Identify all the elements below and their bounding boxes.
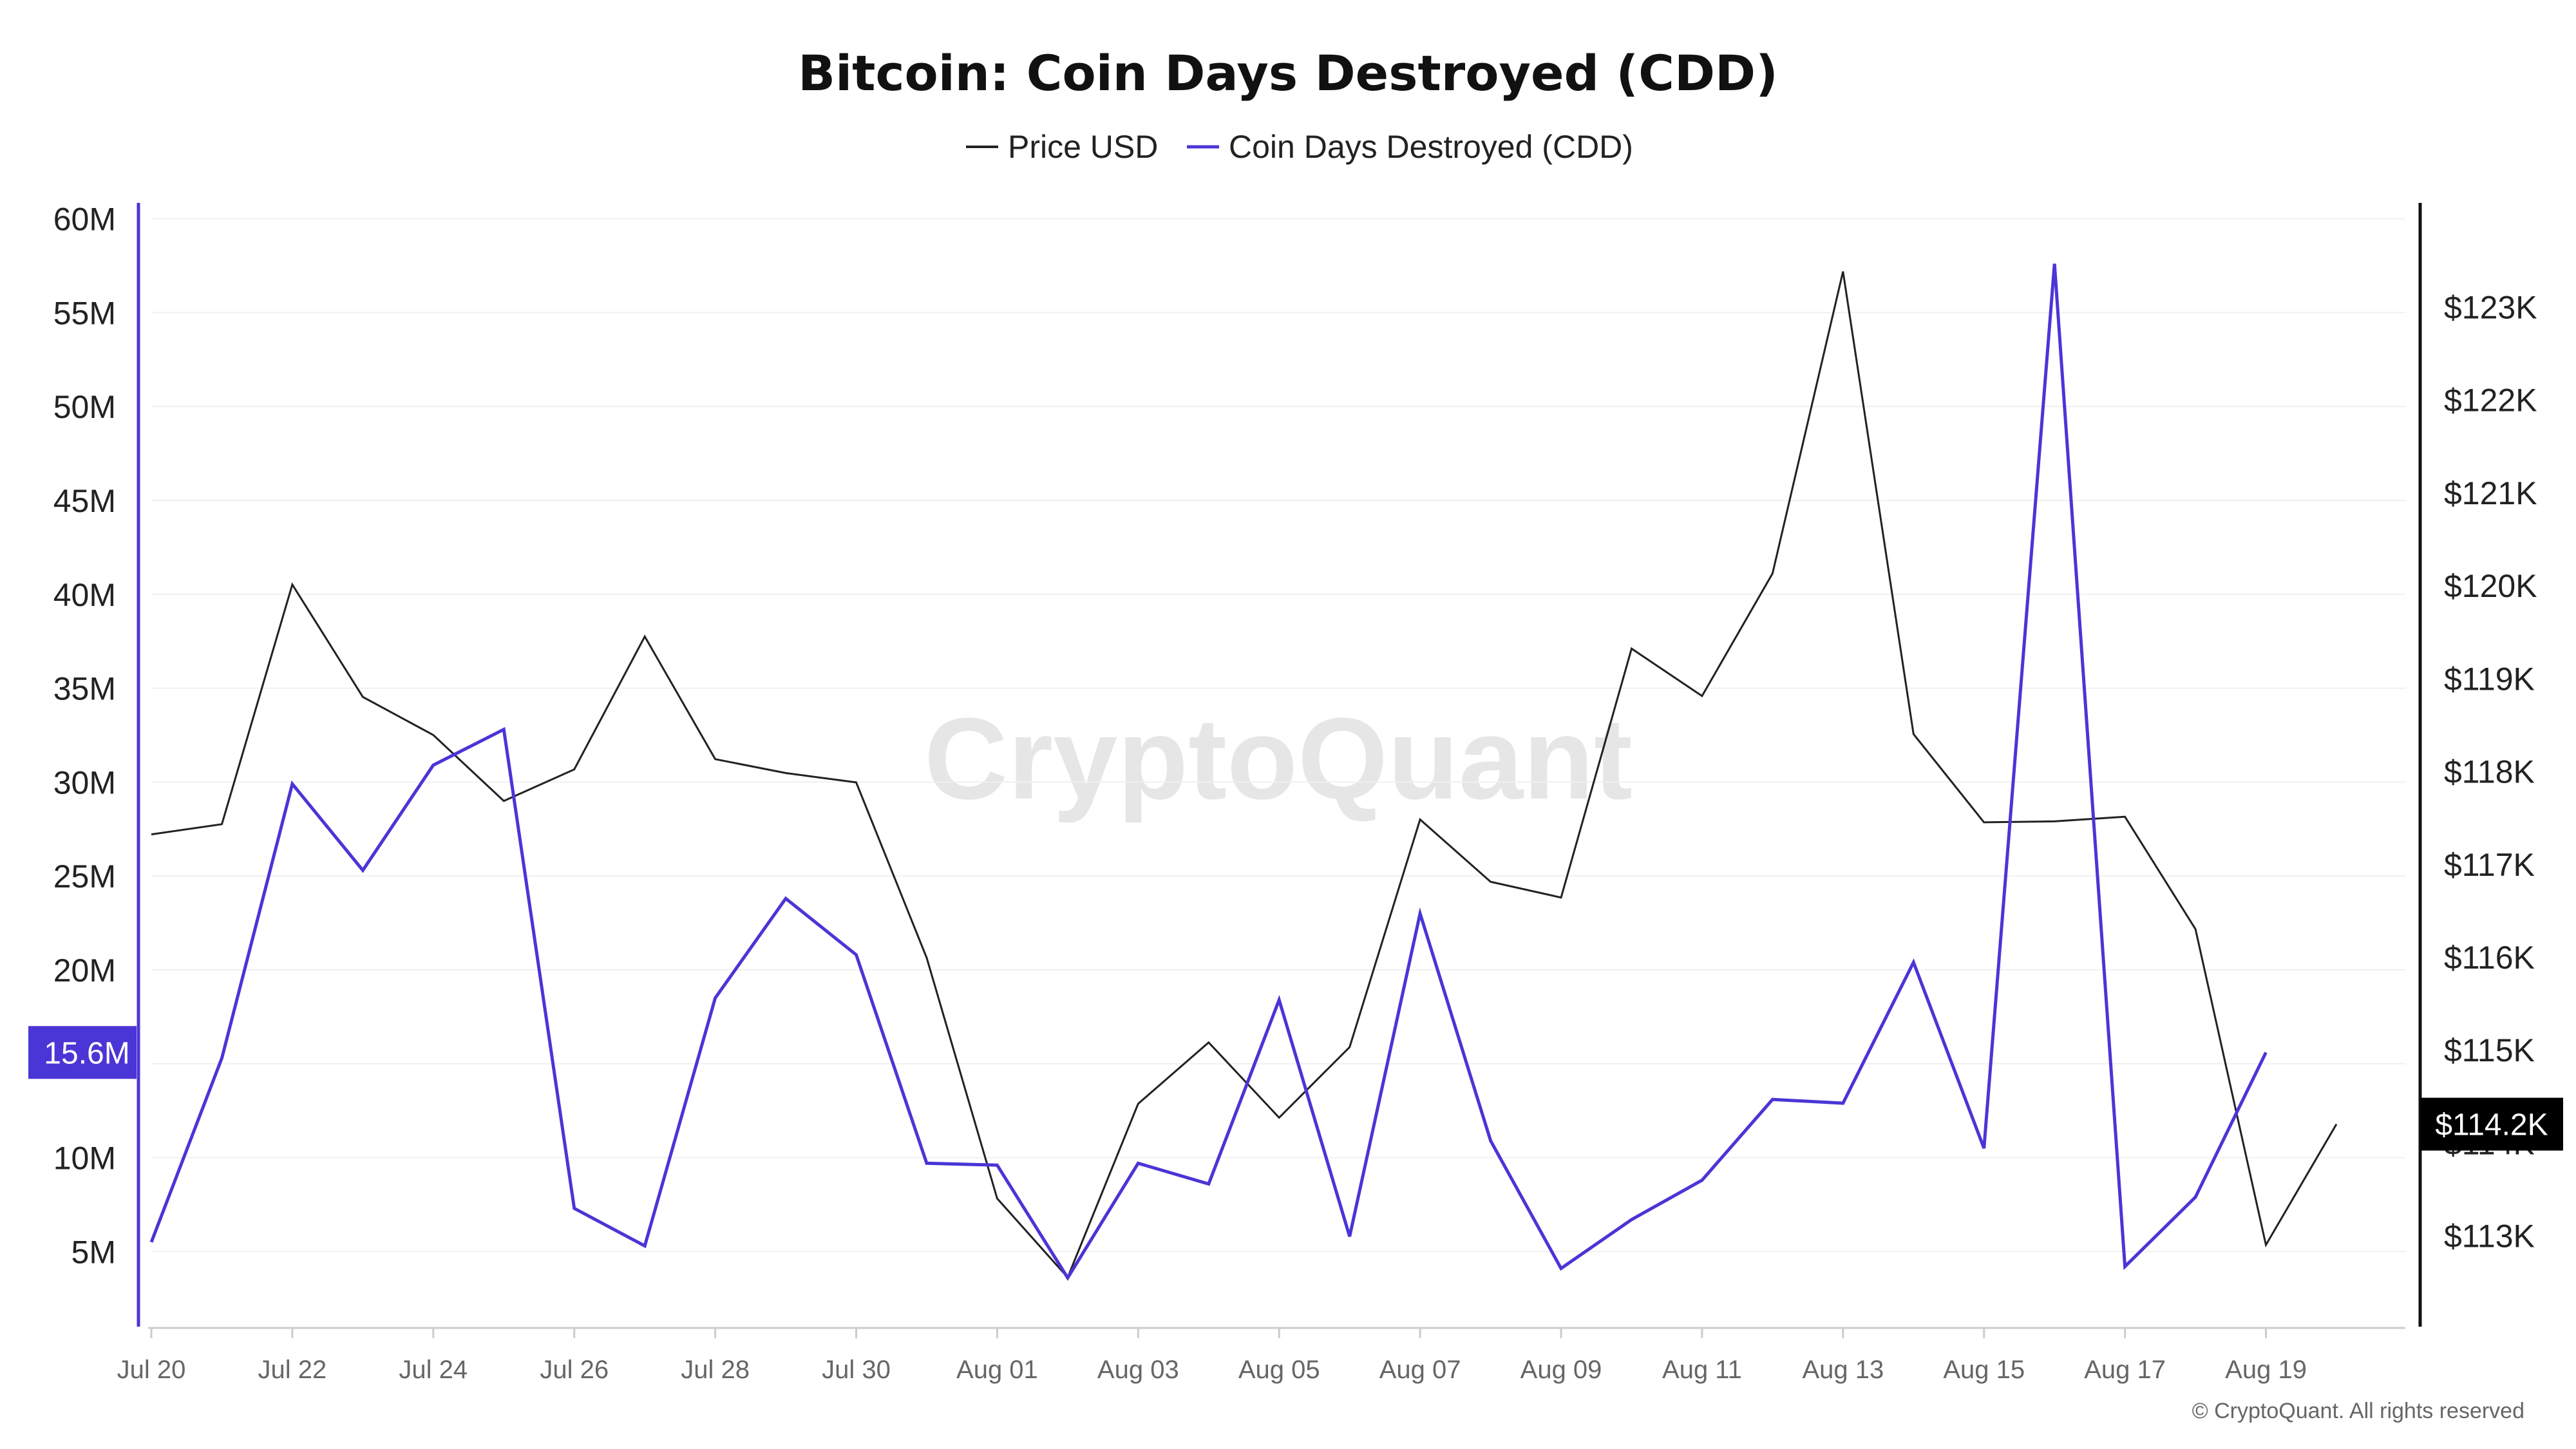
y-right-tick-label-4: $117K [2444,847,2535,883]
series-line-price [151,271,2338,1280]
y-left-tick-label-8: 45M [53,483,116,519]
y-left-tick-label-3: 20M [53,952,116,989]
legend-label-cdd: Coin Days Destroyed (CDD) [1229,129,1633,165]
series-lines [149,263,2338,1281]
x-tick-label-11: Aug 11 [1662,1356,1742,1384]
badge-left-value: 15.6M [44,1036,129,1070]
y-left-tick-label-6: 35M [53,671,116,707]
y-axis-left-ticks: 5M10M15M20M25M30M35M40M45M50M55M60M [53,202,116,1271]
y-left-tick-label-7: 40M [53,577,116,613]
x-tick-label-10: Aug 09 [1520,1356,1602,1384]
y-right-tick-label-0: $113K [2444,1218,2535,1255]
badge-left-bg [28,1026,137,1079]
y-left-tick-label-10: 55M [53,295,116,331]
badge-right-bg [2420,1097,2563,1151]
x-tick-label-15: Aug 19 [2225,1356,2307,1384]
x-tick-label-2: Jul 24 [399,1356,468,1384]
y-right-tick-label-7: $120K [2444,568,2537,604]
x-tick-label-8: Aug 05 [1238,1356,1320,1384]
y-axis-right-ticks: $113K$114K$115K$116K$117K$118K$119K$120K… [2444,289,2537,1254]
x-tick-label-6: Aug 01 [956,1356,1038,1384]
legend[interactable]: Price USD Coin Days Destroyed (CDD) [966,129,1633,165]
y-right-tick-label-5: $118K [2444,754,2535,790]
x-tick-label-3: Jul 26 [540,1356,609,1384]
x-tick-label-0: Jul 20 [117,1356,186,1384]
x-tick-label-9: Aug 07 [1379,1356,1461,1384]
x-tick-label-13: Aug 15 [1943,1356,2025,1384]
grid-lines [151,218,2405,1253]
x-tick-label-1: Jul 22 [258,1356,327,1384]
y-right-tick-label-2: $115K [2444,1032,2535,1068]
y-right-tick-label-6: $119K [2444,661,2535,697]
badge-right-value: $114.2K [2435,1108,2548,1142]
badge-right: $114.2K [2420,1097,2563,1151]
badge-left: 15.6M [28,1026,137,1079]
x-tick-label-7: Aug 03 [1097,1356,1179,1384]
x-tick-label-5: Jul 30 [822,1356,891,1384]
y-left-tick-label-1: 10M [53,1141,116,1177]
series-line-cdd [149,263,2268,1281]
y-left-tick-label-4: 25M [53,858,116,895]
y-left-tick-label-0: 5M [71,1234,116,1270]
y-right-tick-label-10: $123K [2444,289,2537,325]
legend-item-cdd[interactable]: Coin Days Destroyed (CDD) [1187,129,1633,165]
x-tick-label-12: Aug 13 [1802,1356,1884,1384]
watermark: CryptoQuant [924,694,1633,824]
y-left-tick-label-9: 50M [53,389,116,425]
y-right-tick-label-3: $116K [2444,940,2535,976]
x-tick-label-4: Jul 28 [681,1356,750,1384]
x-tick-label-14: Aug 17 [2084,1356,2166,1384]
legend-item-price[interactable]: Price USD [966,129,1158,165]
y-right-tick-label-8: $121K [2444,475,2537,511]
copyright-text: © CryptoQuant. All rights reserved [2192,1399,2524,1423]
y-left-tick-label-11: 60M [53,202,116,238]
legend-label-price: Price USD [1008,129,1158,165]
y-right-tick-label-9: $122K [2444,383,2537,419]
y-left-tick-label-5: 30M [53,764,116,800]
x-axis-ticks: Jul 20 Jul 22 Jul 24 Jul 26 Jul 28 Jul 30 Aug … [117,1328,2307,1384]
chart-title: Bitcoin: Coin Days Destroyed (CDD) [798,44,1778,102]
